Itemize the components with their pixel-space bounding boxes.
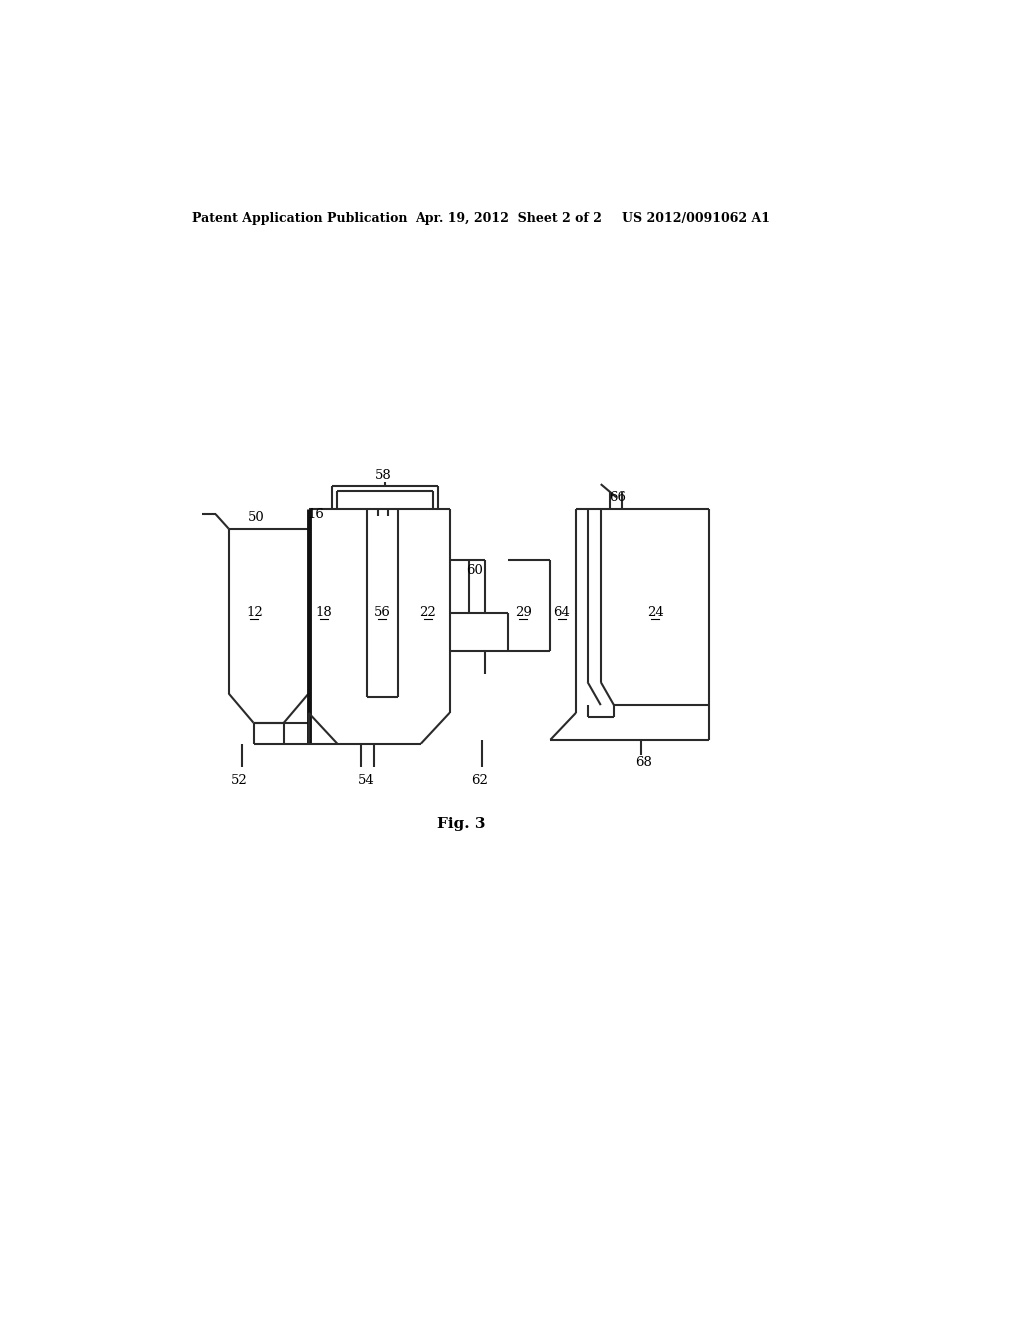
Text: 16: 16 [307, 508, 324, 520]
Text: Apr. 19, 2012  Sheet 2 of 2: Apr. 19, 2012 Sheet 2 of 2 [415, 213, 602, 224]
Text: 22: 22 [420, 606, 436, 619]
Text: 12: 12 [246, 606, 263, 619]
Text: 50: 50 [248, 511, 264, 524]
Text: 29: 29 [515, 606, 531, 619]
Text: 18: 18 [315, 606, 333, 619]
Text: 66: 66 [609, 491, 627, 504]
Text: 60: 60 [466, 564, 483, 577]
Text: 52: 52 [230, 774, 247, 787]
Text: 24: 24 [646, 606, 664, 619]
Text: 62: 62 [471, 774, 487, 787]
Text: 64: 64 [554, 606, 570, 619]
Text: US 2012/0091062 A1: US 2012/0091062 A1 [623, 213, 770, 224]
Text: 56: 56 [374, 606, 390, 619]
Text: 54: 54 [358, 774, 375, 787]
Text: Fig. 3: Fig. 3 [437, 817, 485, 832]
Text: 58: 58 [376, 469, 392, 482]
Text: Patent Application Publication: Patent Application Publication [191, 213, 408, 224]
Text: 68: 68 [635, 756, 652, 770]
